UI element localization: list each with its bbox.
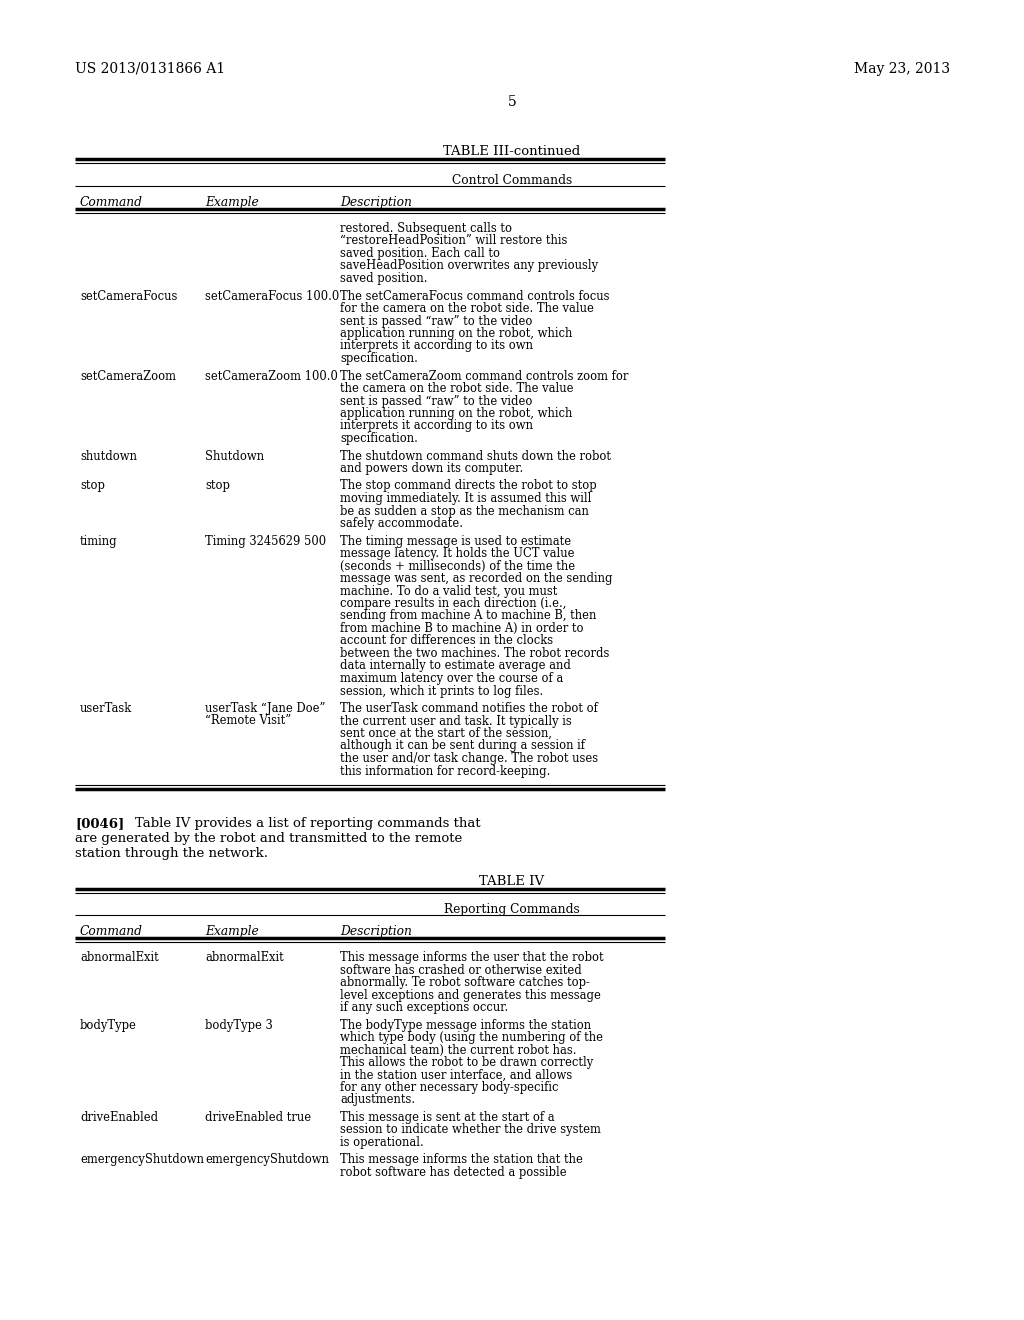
Text: “Remote Visit”: “Remote Visit” — [205, 714, 291, 727]
Text: Command: Command — [80, 925, 143, 939]
Text: although it can be sent during a session if: although it can be sent during a session… — [340, 739, 585, 752]
Text: software has crashed or otherwise exited: software has crashed or otherwise exited — [340, 964, 582, 977]
Text: shutdown: shutdown — [80, 450, 137, 462]
Text: This message informs the station that the: This message informs the station that th… — [340, 1154, 583, 1167]
Text: emergencyShutdown: emergencyShutdown — [80, 1154, 204, 1167]
Text: US 2013/0131866 A1: US 2013/0131866 A1 — [75, 62, 225, 77]
Text: saved position. Each call to: saved position. Each call to — [340, 247, 500, 260]
Text: bodyType: bodyType — [80, 1019, 137, 1031]
Text: safely accommodate.: safely accommodate. — [340, 517, 463, 531]
Text: driveEnabled: driveEnabled — [80, 1111, 158, 1125]
Text: This message informs the user that the robot: This message informs the user that the r… — [340, 950, 603, 964]
Text: in the station user interface, and allows: in the station user interface, and allow… — [340, 1068, 572, 1081]
Text: The bodyType message informs the station: The bodyType message informs the station — [340, 1019, 591, 1031]
Text: 5: 5 — [508, 95, 516, 110]
Text: and powers down its computer.: and powers down its computer. — [340, 462, 523, 475]
Text: Description: Description — [340, 195, 412, 209]
Text: abnormally. Te robot software catches top-: abnormally. Te robot software catches to… — [340, 975, 590, 989]
Text: Command: Command — [80, 195, 143, 209]
Text: which type body (using the numbering of the: which type body (using the numbering of … — [340, 1031, 603, 1044]
Text: message was sent, as recorded on the sending: message was sent, as recorded on the sen… — [340, 572, 612, 585]
Text: sent is passed “raw” to the video: sent is passed “raw” to the video — [340, 314, 532, 327]
Text: application running on the robot, which: application running on the robot, which — [340, 327, 572, 341]
Text: maximum latency over the course of a: maximum latency over the course of a — [340, 672, 563, 685]
Text: The stop command directs the robot to stop: The stop command directs the robot to st… — [340, 479, 597, 492]
Text: The setCameraZoom command controls zoom for: The setCameraZoom command controls zoom … — [340, 370, 629, 383]
Text: the camera on the robot side. The value: the camera on the robot side. The value — [340, 381, 573, 395]
Text: setCameraZoom: setCameraZoom — [80, 370, 176, 383]
Text: interprets it according to its own: interprets it according to its own — [340, 339, 534, 352]
Text: emergencyShutdown: emergencyShutdown — [205, 1154, 329, 1167]
Text: stop: stop — [205, 479, 229, 492]
Text: This allows the robot to be drawn correctly: This allows the robot to be drawn correc… — [340, 1056, 593, 1069]
Text: interprets it according to its own: interprets it according to its own — [340, 420, 534, 433]
Text: from machine B to machine A) in order to: from machine B to machine A) in order to — [340, 622, 584, 635]
Text: Timing 3245629 500: Timing 3245629 500 — [205, 535, 326, 548]
Text: “restoreHeadPosition” will restore this: “restoreHeadPosition” will restore this — [340, 235, 567, 248]
Text: stop: stop — [80, 479, 104, 492]
Text: The timing message is used to estimate: The timing message is used to estimate — [340, 535, 571, 548]
Text: TABLE III-continued: TABLE III-continued — [443, 145, 581, 158]
Text: Shutdown: Shutdown — [205, 450, 264, 462]
Text: between the two machines. The robot records: between the two machines. The robot reco… — [340, 647, 609, 660]
Text: timing: timing — [80, 535, 118, 548]
Text: level exceptions and generates this message: level exceptions and generates this mess… — [340, 989, 601, 1002]
Text: userTask: userTask — [80, 702, 132, 715]
Text: moving immediately. It is assumed this will: moving immediately. It is assumed this w… — [340, 492, 592, 506]
Text: userTask “Jane Doe”: userTask “Jane Doe” — [205, 702, 326, 715]
Text: May 23, 2013: May 23, 2013 — [854, 62, 950, 77]
Text: (seconds + milliseconds) of the time the: (seconds + milliseconds) of the time the — [340, 560, 575, 573]
Text: for the camera on the robot side. The value: for the camera on the robot side. The va… — [340, 302, 594, 315]
Text: Example: Example — [205, 925, 259, 939]
Text: adjustments.: adjustments. — [340, 1093, 415, 1106]
Text: the user and/or task change. The robot uses: the user and/or task change. The robot u… — [340, 752, 598, 766]
Text: setCameraFocus: setCameraFocus — [80, 289, 177, 302]
Text: abnormalExit: abnormalExit — [80, 950, 159, 964]
Text: the current user and task. It typically is: the current user and task. It typically … — [340, 714, 571, 727]
Text: setCameraZoom 100.0: setCameraZoom 100.0 — [205, 370, 338, 383]
Text: abnormalExit: abnormalExit — [205, 950, 284, 964]
Text: if any such exceptions occur.: if any such exceptions occur. — [340, 1001, 508, 1014]
Text: This message is sent at the start of a: This message is sent at the start of a — [340, 1111, 555, 1125]
Text: session, which it prints to log files.: session, which it prints to log files. — [340, 685, 544, 697]
Text: for any other necessary body-specific: for any other necessary body-specific — [340, 1081, 558, 1094]
Text: setCameraFocus 100.0: setCameraFocus 100.0 — [205, 289, 339, 302]
Text: session to indicate whether the drive system: session to indicate whether the drive sy… — [340, 1123, 601, 1137]
Text: account for differences in the clocks: account for differences in the clocks — [340, 635, 553, 648]
Text: Reporting Commands: Reporting Commands — [444, 903, 580, 916]
Text: robot software has detected a possible: robot software has detected a possible — [340, 1166, 566, 1179]
Text: are generated by the robot and transmitted to the remote: are generated by the robot and transmitt… — [75, 832, 462, 845]
Text: [0046]: [0046] — [75, 817, 124, 830]
Text: machine. To do a valid test, you must: machine. To do a valid test, you must — [340, 585, 557, 598]
Text: specification.: specification. — [340, 432, 418, 445]
Text: Table IV provides a list of reporting commands that: Table IV provides a list of reporting co… — [118, 817, 480, 830]
Text: Control Commands: Control Commands — [452, 174, 572, 187]
Text: sent is passed “raw” to the video: sent is passed “raw” to the video — [340, 395, 532, 408]
Text: be as sudden a stop as the mechanism can: be as sudden a stop as the mechanism can — [340, 504, 589, 517]
Text: The setCameraFocus command controls focus: The setCameraFocus command controls focu… — [340, 289, 609, 302]
Text: application running on the robot, which: application running on the robot, which — [340, 407, 572, 420]
Text: Description: Description — [340, 925, 412, 939]
Text: sent once at the start of the session,: sent once at the start of the session, — [340, 727, 552, 741]
Text: sending from machine A to machine B, then: sending from machine A to machine B, the… — [340, 610, 596, 623]
Text: bodyType 3: bodyType 3 — [205, 1019, 272, 1031]
Text: this information for record-keeping.: this information for record-keeping. — [340, 764, 550, 777]
Text: saveHeadPosition overwrites any previously: saveHeadPosition overwrites any previous… — [340, 260, 598, 272]
Text: The shutdown command shuts down the robot: The shutdown command shuts down the robo… — [340, 450, 611, 462]
Text: station through the network.: station through the network. — [75, 847, 268, 861]
Text: is operational.: is operational. — [340, 1137, 424, 1148]
Text: compare results in each direction (i.e.,: compare results in each direction (i.e., — [340, 597, 566, 610]
Text: specification.: specification. — [340, 352, 418, 366]
Text: restored. Subsequent calls to: restored. Subsequent calls to — [340, 222, 512, 235]
Text: Example: Example — [205, 195, 259, 209]
Text: TABLE IV: TABLE IV — [479, 875, 545, 888]
Text: message latency. It holds the UCT value: message latency. It holds the UCT value — [340, 546, 574, 560]
Text: driveEnabled true: driveEnabled true — [205, 1111, 311, 1125]
Text: data internally to estimate average and: data internally to estimate average and — [340, 660, 570, 672]
Text: mechanical team) the current robot has.: mechanical team) the current robot has. — [340, 1044, 577, 1056]
Text: saved position.: saved position. — [340, 272, 427, 285]
Text: The userTask command notifies the robot of: The userTask command notifies the robot … — [340, 702, 598, 715]
